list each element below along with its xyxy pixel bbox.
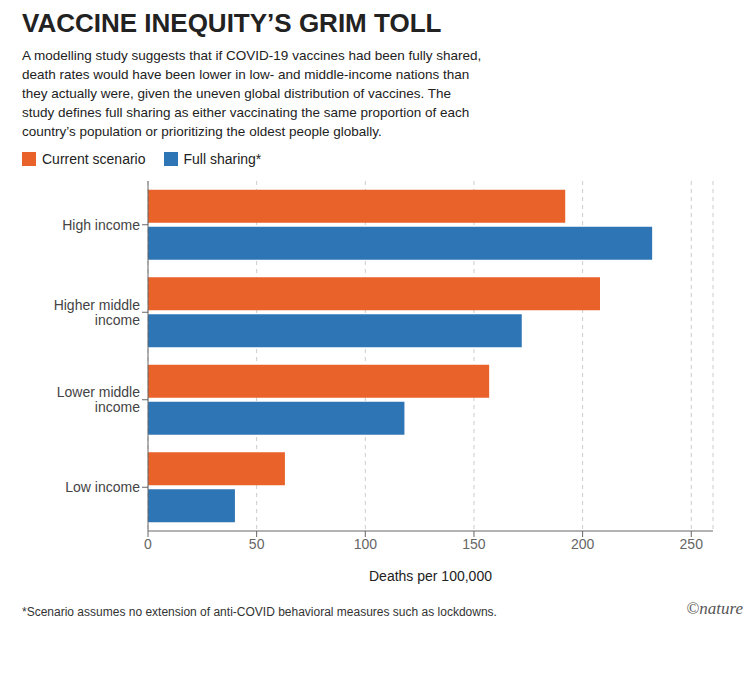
svg-text:200: 200 — [571, 536, 595, 552]
svg-text:Low income: Low income — [65, 480, 140, 496]
svg-text:Higher middleincome: Higher middleincome — [54, 297, 141, 328]
svg-text:0: 0 — [144, 536, 152, 552]
svg-text:Deaths per 100,000: Deaths per 100,000 — [369, 568, 492, 584]
svg-text:Lower middleincome: Lower middleincome — [57, 385, 140, 416]
svg-text:250: 250 — [680, 536, 704, 552]
html-text:VACCINE INEQUITY’S GRIM TOLL: VACCINE INEQUITY’S GRIM TOLL — [22, 8, 442, 38]
svg-text:50: 50 — [249, 536, 265, 552]
html-text:©nature: ©nature — [686, 599, 743, 619]
html-text:A modelling study suggests tha: A modelling study suggests that if COVID… — [22, 48, 482, 139]
html-text:Current scenario: Current scenario — [42, 151, 146, 168]
html-text:Full sharing*: Full sharing* — [183, 151, 262, 168]
svg-text:100: 100 — [354, 536, 378, 552]
svg-text:High income: High income — [62, 217, 140, 233]
svg-text:150: 150 — [462, 536, 486, 552]
html-text:*Scenario assumes no extension: *Scenario assumes no extension of anti-C… — [22, 605, 497, 620]
